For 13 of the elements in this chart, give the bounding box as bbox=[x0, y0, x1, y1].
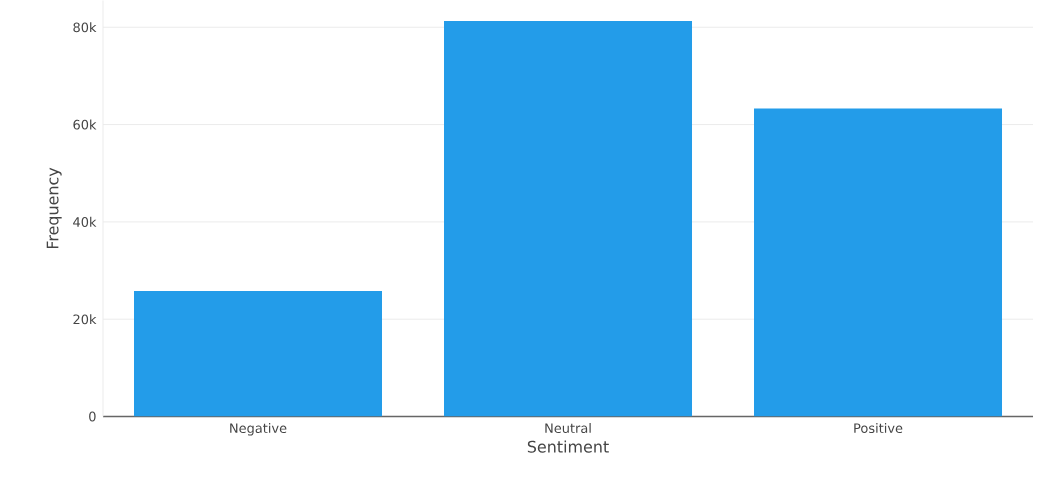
bar bbox=[134, 290, 382, 417]
x-tick-label: Negative bbox=[230, 422, 287, 436]
bar bbox=[444, 20, 693, 417]
x-tick-label: Positive bbox=[854, 422, 903, 433]
y-tick-label: 40k bbox=[73, 216, 97, 227]
x-axis-title: Sentiment bbox=[527, 440, 609, 453]
x-tick-label: Neutral bbox=[545, 422, 591, 433]
y-tick-label: 80k bbox=[73, 21, 97, 33]
y-tick-label: 60k bbox=[73, 119, 97, 130]
bar bbox=[754, 108, 1003, 417]
y-tick-label: 20k bbox=[73, 313, 97, 324]
y-tick-label: 0 bbox=[89, 411, 96, 422]
y-axis-title: Frequency bbox=[46, 167, 62, 248]
